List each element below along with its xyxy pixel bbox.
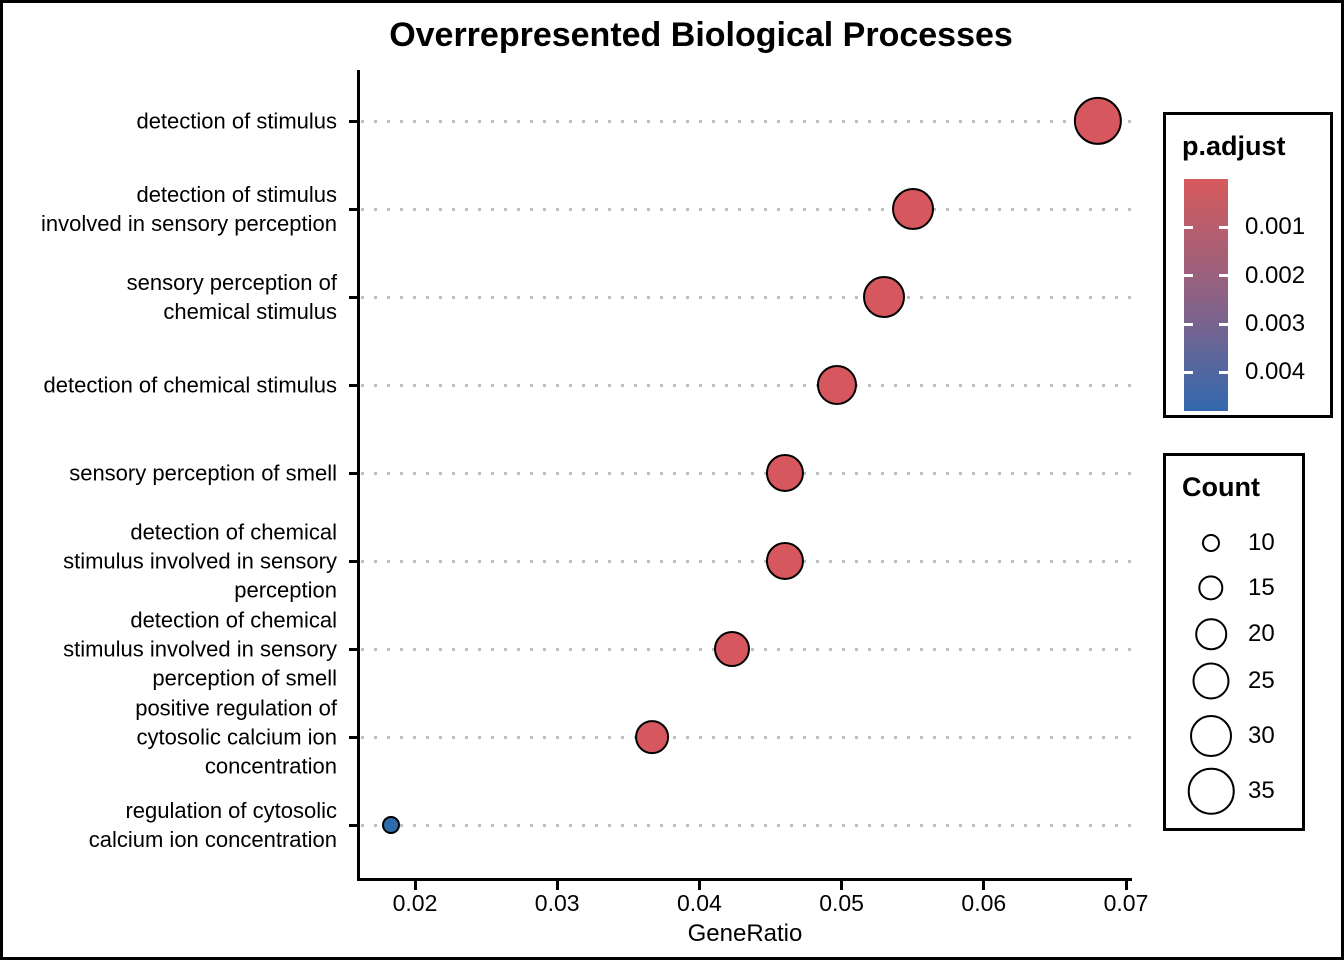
- data-point: [1073, 96, 1122, 146]
- data-point: [817, 364, 858, 406]
- y-axis-label: sensory perception of smell: [69, 460, 337, 486]
- padjust-tick-right: [1219, 370, 1228, 374]
- y-axis-label: detection of chemical stimulus: [43, 372, 337, 398]
- data-point: [714, 631, 751, 667]
- gridline: [361, 383, 1133, 387]
- padjust-legend-title: p.adjust: [1182, 131, 1286, 161]
- x-tick-label: 0.04: [677, 890, 722, 916]
- data-point: [891, 188, 934, 230]
- count-legend-label: 35: [1248, 777, 1275, 804]
- y-axis-tick: [349, 823, 358, 827]
- data-point: [765, 453, 804, 493]
- y-axis-label: detection of chemical stimulus involved …: [63, 607, 337, 691]
- padjust-tick-right: [1219, 322, 1228, 326]
- count-legend-title: Count: [1182, 472, 1260, 502]
- chart-title: Overrepresented Biological Processes: [389, 16, 1013, 54]
- x-axis-tick: [555, 881, 559, 890]
- padjust-tick-right: [1219, 274, 1228, 278]
- gridline: [361, 559, 1133, 563]
- count-legend: Count 10 15 20 25 30 35: [1163, 453, 1305, 831]
- data-point: [863, 276, 906, 318]
- gridline: [361, 295, 1133, 299]
- padjust-tick-label: 0.001: [1245, 213, 1306, 241]
- x-axis-tick: [697, 881, 701, 890]
- padjust-tick-label: 0.004: [1245, 358, 1306, 386]
- count-legend-circle: [1198, 575, 1224, 601]
- padjust-tick-label: 0.002: [1245, 261, 1306, 289]
- x-tick-label: 0.03: [534, 890, 580, 916]
- data-point: [635, 720, 670, 754]
- x-axis-tick: [1124, 881, 1128, 890]
- gridline: [361, 207, 1133, 211]
- y-axis-tick: [349, 647, 358, 651]
- y-axis-tick: [349, 119, 358, 123]
- y-axis-line: [357, 70, 360, 881]
- count-legend-circle: [1187, 767, 1235, 815]
- padjust-tick-left: [1184, 322, 1193, 326]
- padjust-tick-left: [1184, 225, 1193, 229]
- count-legend-label: 30: [1248, 722, 1275, 749]
- y-axis-label: regulation of cytosolic calcium ion conc…: [88, 798, 337, 852]
- count-legend-circle: [1192, 662, 1230, 700]
- y-axis-label: detection of chemical stimulus involved …: [63, 519, 337, 603]
- x-tick-label: 0.06: [961, 890, 1007, 916]
- padjust-legend: p.adjust 0.001 0.002 0.003 0.004: [1163, 112, 1333, 418]
- x-axis-line: [357, 878, 1132, 881]
- padjust-tick-left: [1184, 274, 1193, 278]
- y-axis-label: detection of stimulus involved in sensor…: [41, 182, 337, 236]
- count-legend-circle: [1201, 533, 1221, 553]
- y-axis-tick: [349, 295, 358, 299]
- x-tick-label: 0.07: [1103, 890, 1149, 916]
- x-tick-label: 0.05: [819, 890, 864, 916]
- x-tick-label: 0.02: [392, 890, 438, 916]
- x-axis-title: GeneRatio: [687, 920, 803, 947]
- y-axis-tick: [349, 735, 358, 739]
- y-axis-tick: [349, 559, 358, 563]
- count-legend-label: 15: [1248, 574, 1275, 601]
- x-axis-tick: [413, 881, 417, 890]
- padjust-gradient-bar: [1184, 179, 1228, 411]
- count-legend-circle: [1195, 618, 1227, 650]
- y-axis-tick: [349, 471, 358, 475]
- x-axis-tick: [840, 881, 844, 890]
- padjust-tick-label: 0.003: [1245, 310, 1306, 337]
- y-axis-tick: [349, 207, 358, 211]
- gridline: [361, 119, 1133, 123]
- padjust-tick-right: [1219, 225, 1228, 229]
- gridline: [361, 471, 1133, 475]
- data-point: [765, 541, 804, 581]
- count-legend-circle: [1190, 715, 1232, 757]
- y-axis-label: positive regulation of cytosolic calcium…: [135, 695, 337, 779]
- gridline: [361, 823, 1133, 827]
- count-legend-label: 25: [1248, 667, 1275, 694]
- padjust-tick-left: [1184, 370, 1193, 374]
- y-axis-label: sensory perception of chemical stimulus: [126, 270, 337, 324]
- x-axis-tick: [982, 881, 986, 890]
- count-legend-label: 10: [1248, 529, 1275, 556]
- gridline: [361, 735, 1133, 739]
- count-legend-label: 20: [1248, 620, 1275, 647]
- y-axis-tick: [349, 383, 358, 387]
- data-point: [381, 815, 400, 835]
- y-axis-label: detection of stimulus: [136, 108, 337, 134]
